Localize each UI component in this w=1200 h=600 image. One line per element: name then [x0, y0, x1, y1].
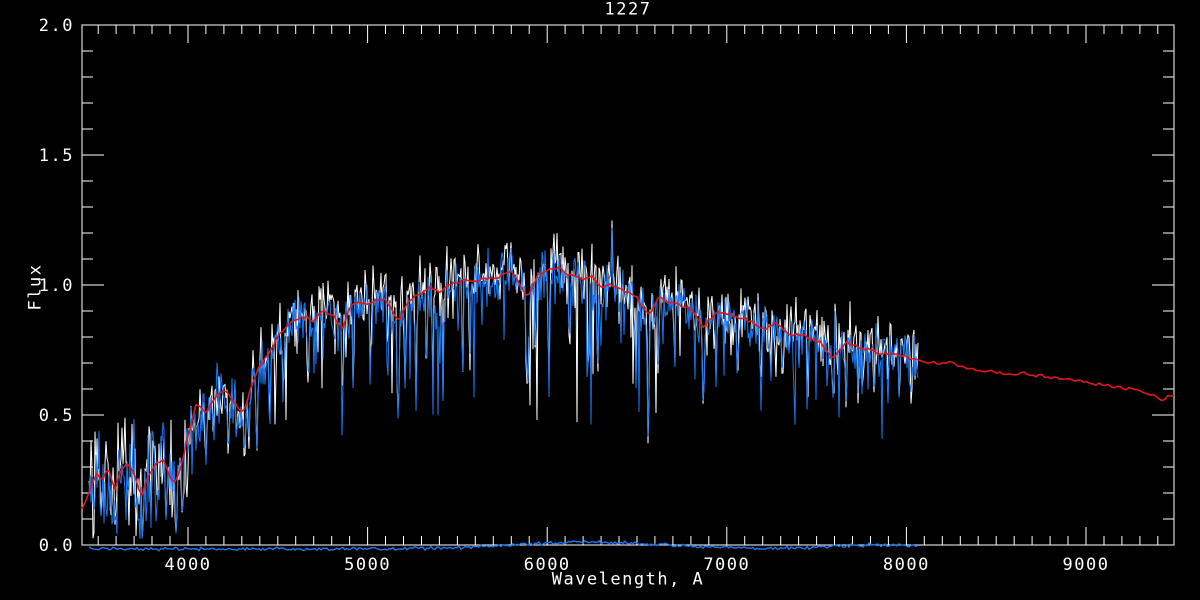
plot-title: 1227 [604, 0, 652, 20]
y-tick-label: 1.0 [39, 276, 74, 296]
y-tick-label: 2.0 [39, 16, 74, 36]
x-ticks [97, 25, 1159, 545]
error-spectrum-blue [88, 539, 917, 552]
x-tick-label: 4000 [165, 555, 212, 575]
x-tick-label: 6000 [524, 555, 571, 575]
x-tick-labels: 4000 5000 6000 7000 8000 9000 [165, 555, 1110, 575]
y-tick-labels: 0.0 0.5 1.0 1.5 2.0 [39, 16, 74, 556]
x-tick-label: 9000 [1063, 555, 1110, 575]
y-axis-label: Flux [25, 263, 46, 311]
x-tick-label: 5000 [344, 555, 391, 575]
y-tick-label: 0.5 [39, 406, 74, 426]
plot-frame [81, 24, 1175, 546]
y-tick-label: 0.0 [39, 536, 74, 556]
x-tick-label: 7000 [703, 555, 750, 575]
y-tick-label: 1.5 [39, 146, 74, 166]
observed-spectrum-blue [88, 227, 919, 539]
y-ticks [82, 50, 1174, 520]
x-tick-label: 8000 [883, 555, 930, 575]
x-axis-label: Wavelength, A [551, 569, 705, 590]
model-fit-red [81, 266, 1175, 509]
